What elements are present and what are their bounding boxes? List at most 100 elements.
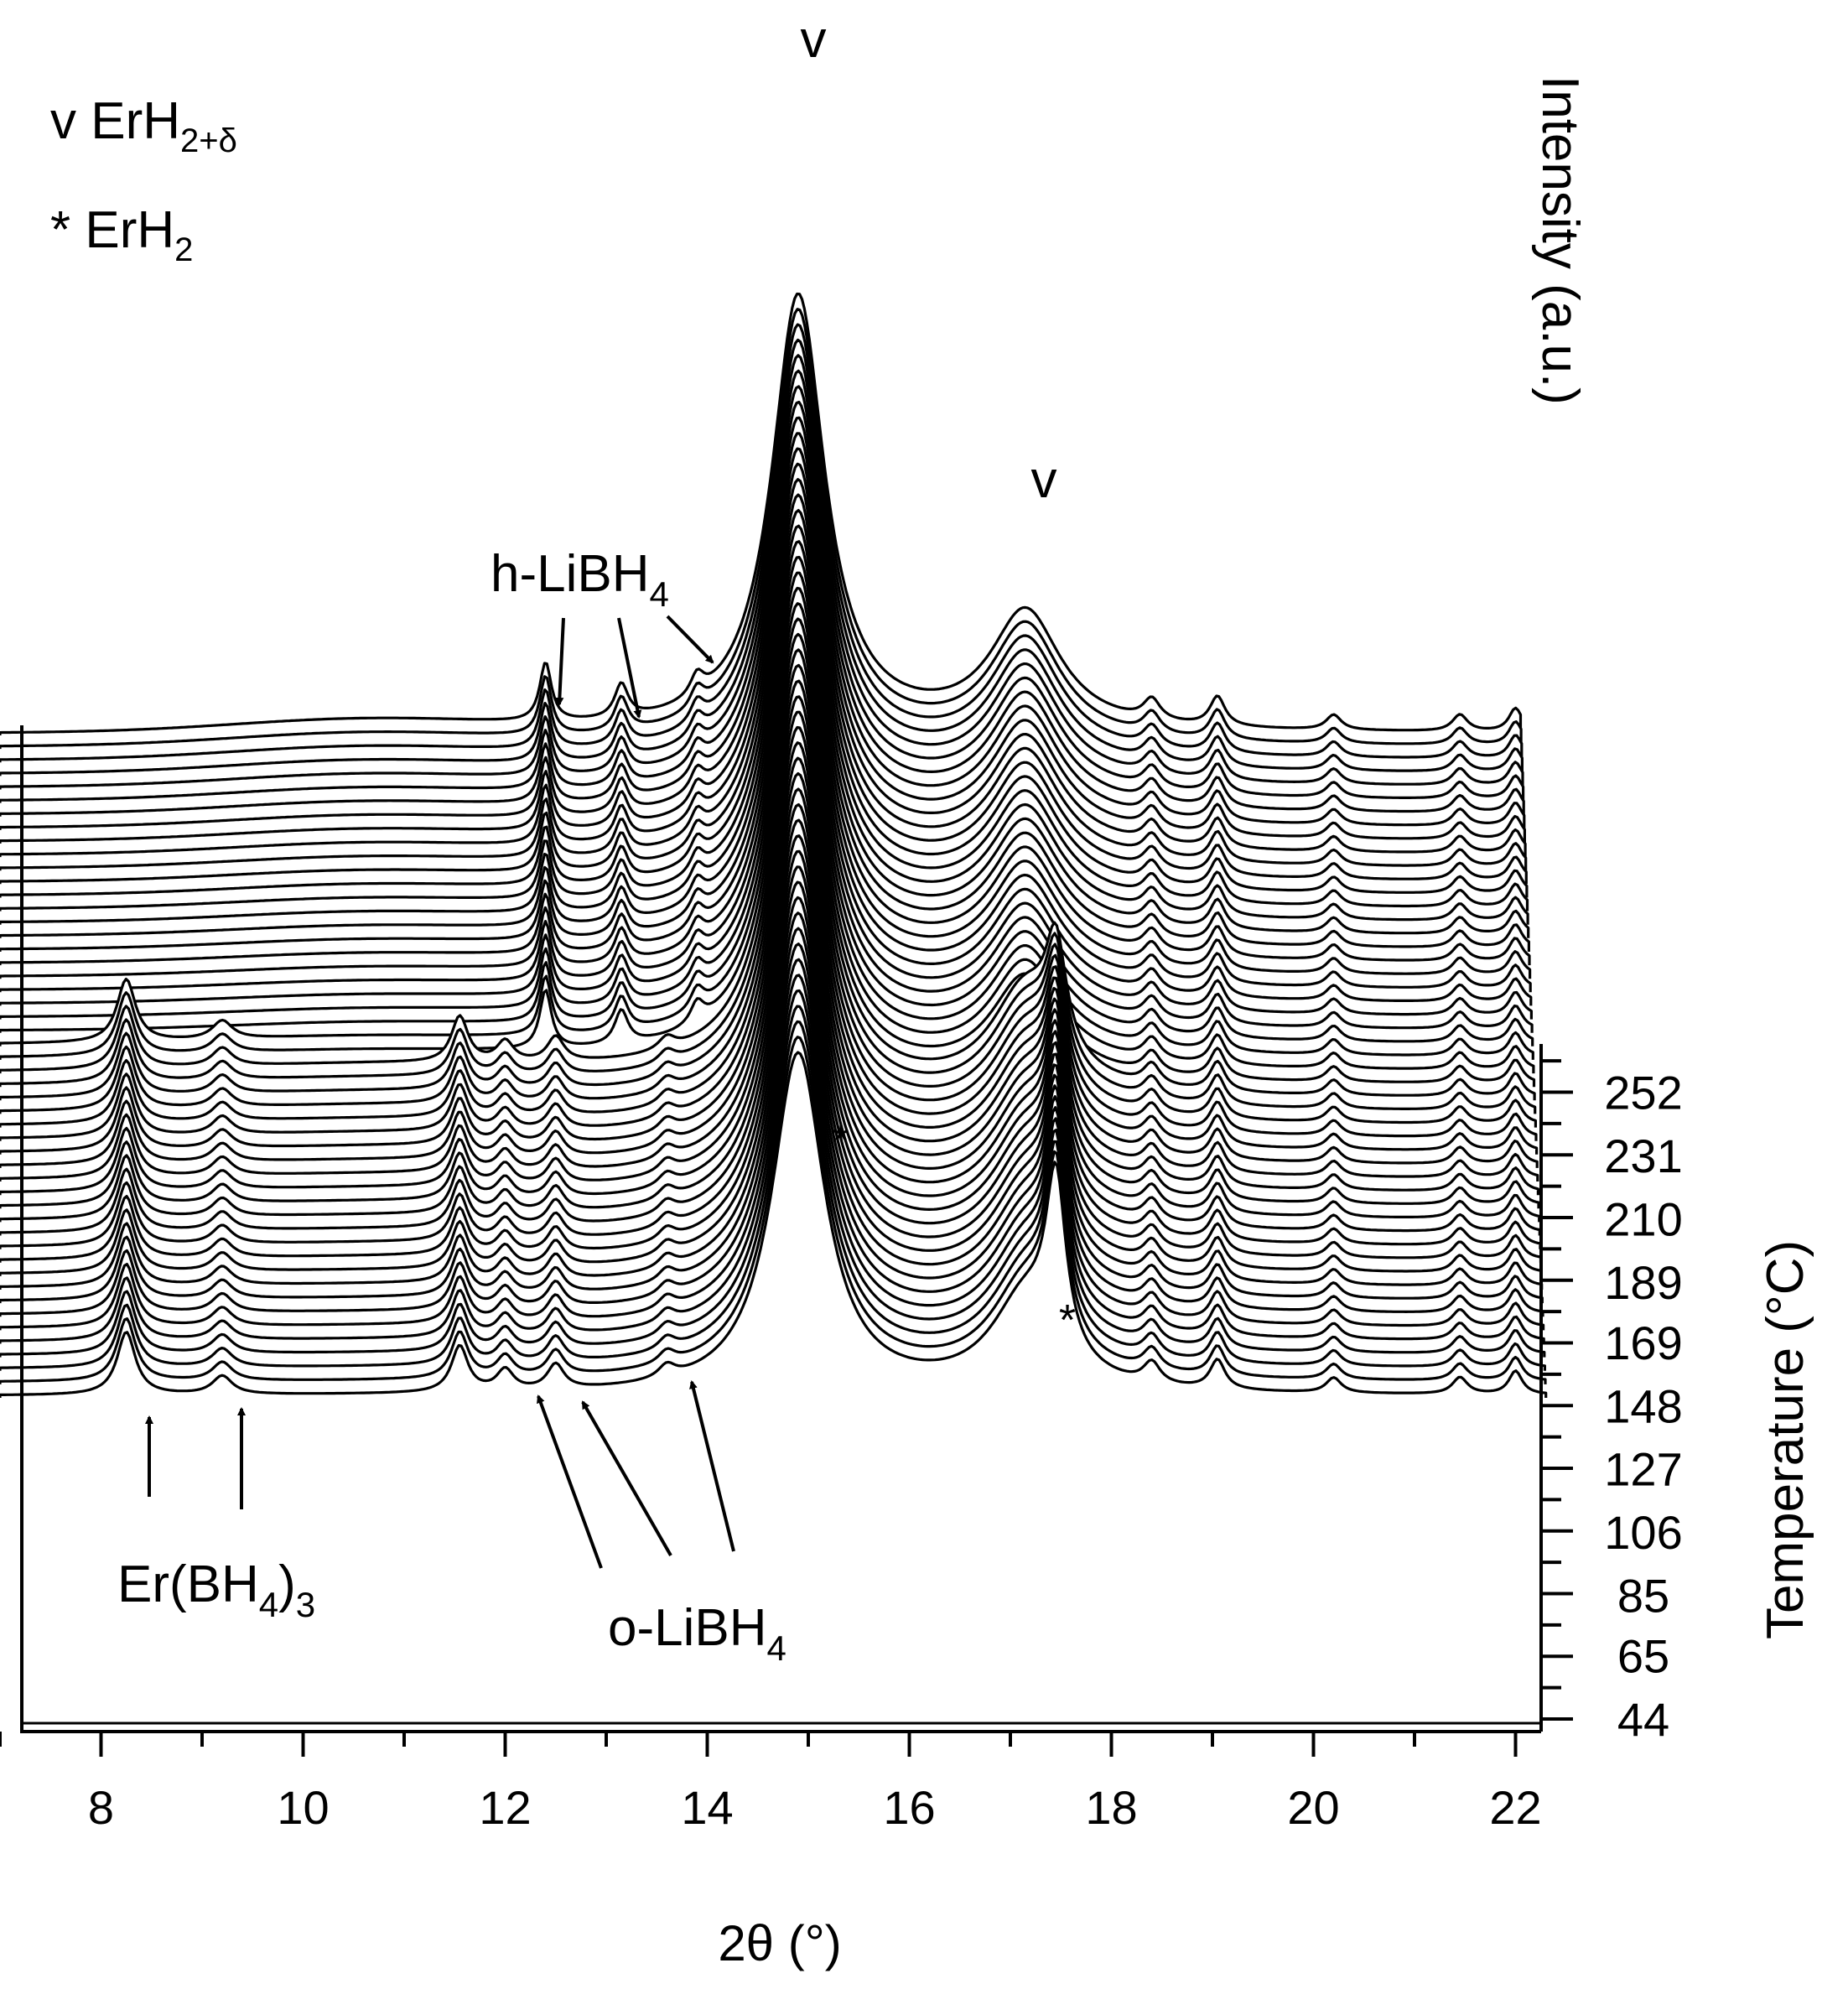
trace-line	[0, 369, 1525, 803]
er-bh4-3-text: Er(BH	[117, 1555, 259, 1613]
trace-line	[0, 571, 1532, 979]
peak-marker-v-main: v	[801, 11, 827, 69]
temperature-tick-label: 252	[1604, 1067, 1682, 1119]
trace-line	[0, 493, 1529, 911]
trace-line	[0, 632, 1534, 1033]
temperature-tick-label: 85	[1617, 1570, 1669, 1623]
trace-line	[0, 974, 1545, 1331]
x-tick-label: 22	[1489, 1781, 1541, 1834]
trace-line	[0, 741, 1537, 1128]
x-tick-label: 16	[883, 1781, 935, 1834]
trace-line	[0, 756, 1538, 1141]
axes	[0, 725, 1573, 1757]
x-tick-label: 18	[1085, 1781, 1137, 1834]
h-libh4-label: h-LiBH4	[491, 545, 669, 614]
trace-line	[0, 865, 1541, 1236]
trace-line	[0, 943, 1544, 1304]
trace-line	[0, 323, 1524, 763]
trace-line	[0, 586, 1532, 993]
legend-phase-erh2-delta: ErH	[91, 92, 180, 150]
trace-line	[0, 509, 1529, 925]
temperature-tick-label: 106	[1604, 1506, 1682, 1559]
trace-line	[0, 338, 1524, 776]
trace-line	[0, 1036, 1547, 1384]
trace-line	[0, 695, 1536, 1088]
trace-line	[0, 462, 1528, 885]
temperature-tick-label: 44	[1617, 1693, 1669, 1746]
trace-line	[0, 787, 1539, 1168]
trace-line	[0, 911, 1543, 1276]
temperature-tick-label: 127	[1604, 1443, 1682, 1496]
trace-line	[0, 524, 1530, 938]
trace-line	[0, 602, 1533, 1006]
trace-line	[0, 880, 1542, 1249]
trace-line	[0, 1020, 1546, 1371]
legend: v ErH2+δ * ErH2	[50, 92, 237, 268]
x-tick-label: 12	[479, 1781, 531, 1834]
x-axis-title: 2θ (°)	[718, 1915, 841, 1971]
trace-line	[0, 292, 1523, 735]
legend-entry-erh2: * ErH2	[50, 201, 193, 268]
trace-line	[0, 540, 1530, 952]
temperature-tick-label: 189	[1604, 1256, 1682, 1309]
trace-line	[0, 447, 1528, 871]
temperature-tick-label: 210	[1604, 1192, 1682, 1245]
x-tick-label: 14	[681, 1781, 733, 1834]
trace-fill	[0, 1052, 1546, 1398]
legend-sub-2-delta: 2+δ	[180, 122, 237, 159]
trace-line	[0, 385, 1525, 817]
trace-line	[0, 710, 1536, 1101]
er-bh4-3-close: )	[278, 1555, 296, 1613]
trace-line	[0, 771, 1539, 1155]
o-libh4-label: o-LiBH4	[608, 1599, 786, 1668]
trace-line	[0, 927, 1544, 1290]
x-tick-labels: 8 10 12 14 16 18 20 22	[88, 1781, 1542, 1834]
trace-line	[0, 958, 1544, 1317]
arrow-o-libh4-2	[581, 1400, 672, 1556]
trace-line	[0, 416, 1526, 844]
temperature-tick-label: 169	[1604, 1316, 1682, 1369]
h-libh4-sub: 4	[650, 574, 669, 614]
y-axis-title: Intensity (a.u.)	[1531, 75, 1589, 405]
trace-line	[0, 617, 1533, 1020]
arrow-h-libh4-3	[666, 615, 714, 664]
arrow-o-libh4-3	[689, 1380, 735, 1552]
trace-line	[0, 989, 1545, 1344]
legend-phase-erh2: ErH	[85, 201, 174, 259]
annotation-arrows	[145, 615, 735, 1569]
legend-symbol-star: *	[50, 201, 70, 259]
xrd-traces	[0, 292, 1548, 1398]
trace-line	[0, 1051, 1548, 1398]
h-libh4-text: h-LiBH	[491, 545, 650, 603]
peak-marker-star-secondary: *	[1059, 1296, 1076, 1345]
trace-line	[0, 354, 1524, 790]
x-tick-label: 20	[1287, 1781, 1339, 1834]
x-tick-label: 10	[277, 1781, 329, 1834]
o-libh4-text: o-LiBH	[608, 1599, 767, 1657]
trace-line	[0, 400, 1526, 830]
temperature-axis-title: Temperature (°C)	[1757, 1240, 1814, 1639]
trace-line	[0, 679, 1535, 1074]
trace-line	[0, 802, 1539, 1181]
er-bh4-3-sub2: 3	[296, 1585, 315, 1624]
trace-line	[0, 663, 1534, 1060]
arrow-h-libh4-2	[617, 617, 642, 719]
trace-line	[0, 432, 1527, 858]
trace-line	[0, 849, 1541, 1223]
arrow-h-libh4-1	[555, 617, 565, 706]
x-tick-label: 8	[88, 1781, 114, 1834]
temperature-tick-label: 148	[1604, 1379, 1682, 1432]
trace-line	[0, 834, 1540, 1209]
temperature-tick-label: 231	[1604, 1130, 1682, 1182]
peak-marker-v-secondary: v	[1031, 451, 1057, 509]
temperature-tick-label: 65	[1617, 1630, 1669, 1683]
trace-line	[0, 725, 1537, 1114]
peak-marker-star-main: *	[833, 1117, 849, 1166]
trace-line	[0, 308, 1523, 750]
o-libh4-sub: 4	[767, 1628, 786, 1668]
er-bh4-3-label: Er(BH4)3	[117, 1555, 315, 1624]
legend-sub-2: 2	[174, 231, 193, 268]
arrow-o-libh4-1	[537, 1394, 603, 1569]
temperature-tick-labels: 44 65 85 106 127 148 169 189 210 231 252	[1604, 1067, 1682, 1747]
